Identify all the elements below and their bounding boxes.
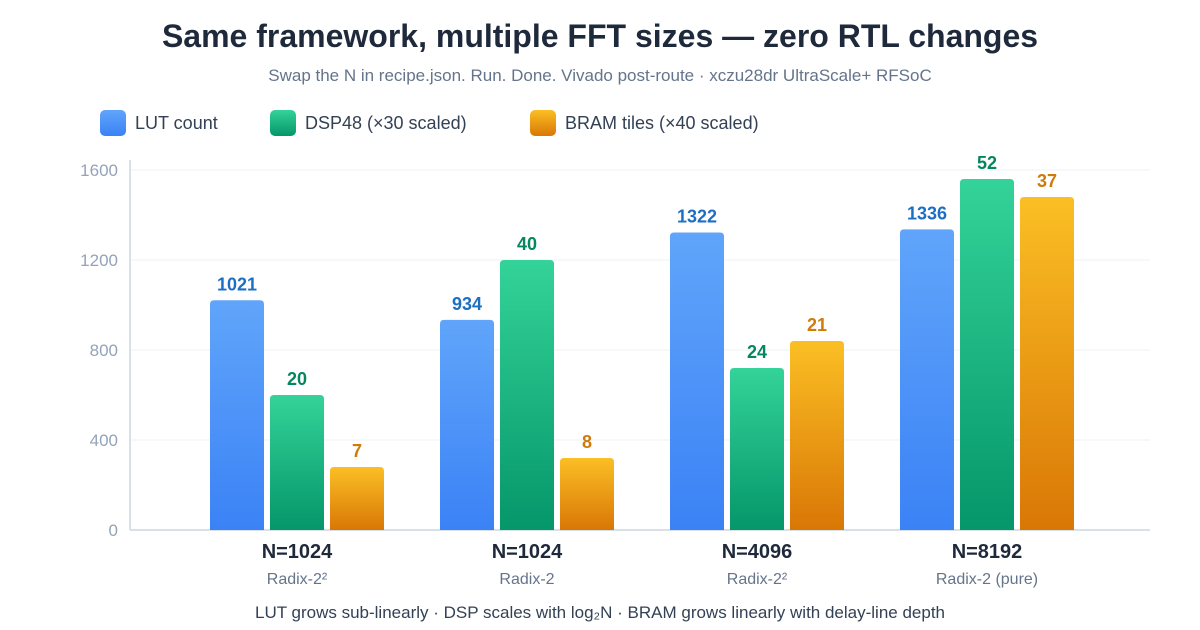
bar-dsp-3 [960, 179, 1014, 530]
legend-label-lut: LUT count [135, 112, 218, 133]
legend-item-dsp: DSP48 (×30 scaled) [270, 110, 467, 136]
data-label-bram-2: 21 [807, 315, 827, 335]
chart-title: Same framework, multiple FFT sizes — zer… [161, 18, 1039, 54]
bar-bram-0 [330, 467, 384, 530]
legend-label-dsp: DSP48 (×30 scaled) [305, 112, 467, 133]
bar-dsp-2 [730, 368, 784, 530]
bar-dsp-0 [270, 395, 324, 530]
legend-swatch-dsp [270, 110, 296, 136]
data-label-lut-3: 1336 [907, 203, 947, 223]
y-tick-label: 400 [90, 431, 118, 450]
data-label-lut-0: 1021 [217, 274, 257, 294]
category-sublabel: Radix-2 [499, 571, 554, 588]
legend-swatch-bram [530, 110, 556, 136]
data-label-dsp-2: 24 [747, 342, 767, 362]
category-sublabel: Radix-2² [267, 571, 328, 588]
data-label-dsp-1: 40 [517, 234, 537, 254]
data-label-lut-2: 1322 [677, 207, 717, 227]
category-sublabel: Radix-2² [727, 571, 788, 588]
bar-chart: 0 400 800 1200 1600 1021 20 7 N=1024 Radix-2² 934 4… [80, 153, 1150, 588]
chart-footnote: LUT grows sub-linearly · DSP scales with… [254, 603, 945, 622]
data-label-bram-1: 8 [582, 432, 592, 452]
data-label-dsp-3: 52 [977, 153, 997, 173]
data-label-lut-1: 934 [452, 294, 482, 314]
y-tick-label: 1200 [80, 251, 118, 270]
bar-bram-2 [790, 341, 844, 530]
y-tick-label: 0 [109, 521, 118, 540]
bar-lut-1 [440, 319, 494, 530]
bar-bram-1 [560, 458, 614, 530]
category-label: N=8192 [952, 541, 1023, 563]
data-label-dsp-0: 20 [287, 369, 307, 389]
y-tick-label: 800 [90, 341, 118, 360]
category-label: N=4096 [722, 541, 793, 563]
category-sublabel: Radix-2 (pure) [936, 571, 1038, 588]
bar-lut-3 [900, 229, 954, 530]
y-tick-label: 1600 [80, 161, 118, 180]
data-label-bram-0: 7 [352, 441, 362, 461]
legend-item-lut: LUT count [100, 110, 218, 136]
bar-lut-0 [210, 300, 264, 530]
legend-swatch-lut [100, 110, 126, 136]
legend-item-bram: BRAM tiles (×40 scaled) [530, 110, 759, 136]
bar-bram-3 [1020, 197, 1074, 530]
legend-label-bram: BRAM tiles (×40 scaled) [565, 112, 759, 133]
bar-lut-2 [670, 232, 724, 531]
data-label-bram-3: 37 [1037, 171, 1057, 191]
category-label: N=1024 [492, 541, 563, 563]
category-label: N=1024 [262, 541, 333, 563]
bar-dsp-1 [500, 260, 554, 530]
chart-subtitle: Swap the N in recipe.json. Run. Done. Vi… [268, 66, 932, 85]
